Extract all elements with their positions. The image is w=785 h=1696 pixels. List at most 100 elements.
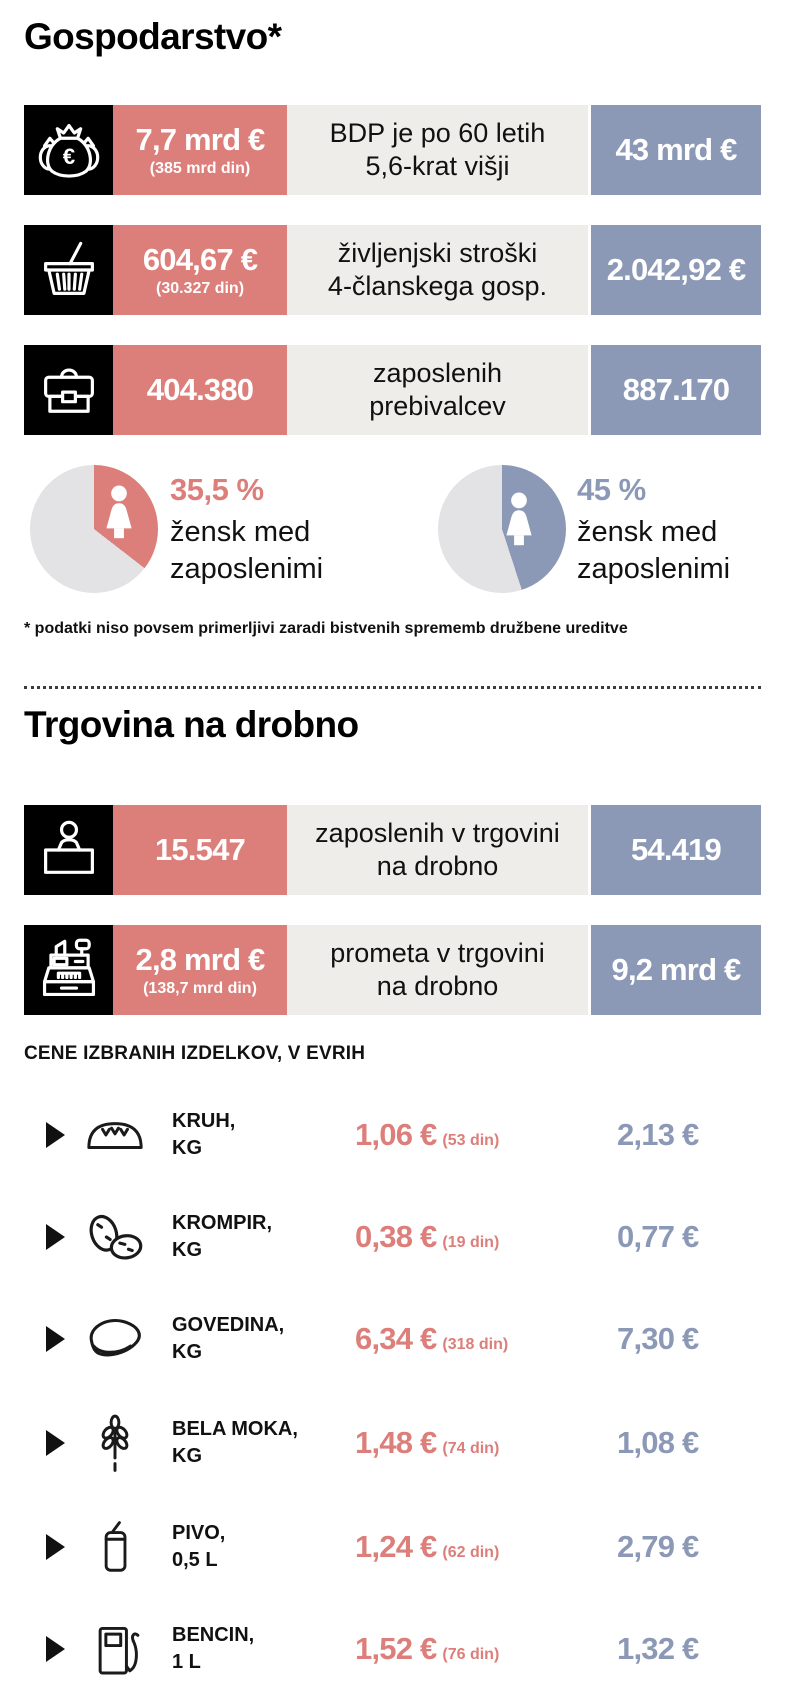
new-value: 54.419	[630, 832, 722, 867]
shopping-basket-icon	[24, 225, 113, 315]
product-unit: KG	[172, 1445, 202, 1467]
product-unit: 0,5 L	[172, 1549, 218, 1571]
pie-percent-old: 35,5 %	[170, 472, 264, 507]
footnote: * podatki niso povsem primerljivi zaradi…	[24, 620, 628, 637]
product-old-price: 6,34 € (318 din)	[355, 1321, 617, 1357]
old-price-din: (74 din)	[442, 1440, 500, 1457]
svg-text:€: €	[62, 144, 75, 169]
divider-gap	[588, 105, 591, 195]
fuel-pump-icon	[65, 1617, 165, 1681]
female-figure-icon	[106, 485, 132, 539]
old-value-din: (385 mrd din)	[149, 160, 251, 177]
new-value-box: 9,2 mrd €	[591, 925, 761, 1015]
arrow-right-icon	[46, 1122, 65, 1148]
row-description-line2: 4-članskega gosp.	[327, 271, 548, 301]
female-figure-icon	[506, 492, 532, 546]
old-value: 7,7 mrd €	[135, 122, 266, 157]
product-name: BENCIN, 1 L	[165, 1622, 355, 1676]
product-name: KROMPIR, KG	[165, 1210, 355, 1264]
pie-caption-line2: zaposlenimi	[170, 553, 324, 585]
row-description-line2: na drobno	[376, 851, 499, 881]
beef-steak-icon	[65, 1313, 165, 1365]
pie-caption-line1: žensk med	[170, 516, 311, 548]
old-value-din: (138,7 mrd din)	[143, 980, 257, 997]
product-row-beef: GOVEDINA, KG 6,34 € (318 din) 7,30 €	[24, 1293, 761, 1385]
beer-can-icon	[65, 1515, 165, 1579]
arrow-right-icon	[46, 1224, 65, 1250]
product-row-petrol: BENCIN, 1 L 1,52 € (76 din) 1,32 €	[24, 1603, 761, 1695]
old-price-din: (76 din)	[442, 1646, 500, 1663]
product-old-price: 1,24 € (62 din)	[355, 1529, 617, 1565]
new-value-box: 887.170	[591, 345, 761, 435]
product-unit: KG	[172, 1137, 202, 1159]
product-name: GOVEDINA, KG	[165, 1312, 355, 1366]
product-old-price: 0,38 € (19 din)	[355, 1219, 617, 1255]
new-value-box: 54.419	[591, 805, 761, 895]
stat-row-employment: 404.380 zaposlenih prebivalcev 887.170	[24, 345, 761, 435]
divider-gap	[588, 225, 591, 315]
divider-gap	[588, 805, 591, 895]
product-old-price: 1,52 € (76 din)	[355, 1631, 617, 1667]
product-new-price: 1,08 €	[617, 1425, 699, 1460]
stat-row-bdp: € 7,7 mrd € (385 mrd din) BDP je po 60 l…	[24, 105, 761, 195]
row-description-line1: zaposlenih	[372, 358, 503, 388]
old-price-eur: 6,34 €	[355, 1321, 437, 1356]
old-price-din: (19 din)	[442, 1234, 500, 1251]
new-value: 9,2 mrd €	[611, 952, 742, 987]
product-new-price: 0,77 €	[617, 1219, 699, 1254]
product-row-beer: PIVO, 0,5 L 1,24 € (62 din) 2,79 €	[24, 1501, 761, 1593]
product-name-line: KRUH,	[172, 1110, 236, 1132]
old-value-box: 404.380	[113, 345, 287, 435]
product-name-line: PIVO,	[172, 1522, 226, 1544]
product-name: KRUH, KG	[165, 1108, 355, 1162]
product-unit: 1 L	[172, 1651, 201, 1673]
new-value: 43 mrd €	[615, 132, 737, 167]
new-value: 887.170	[622, 372, 730, 407]
product-unit: KG	[172, 1239, 202, 1261]
money-bags-icon: €	[24, 105, 113, 195]
row-description-line2: na drobno	[376, 971, 499, 1001]
divider-gap	[588, 925, 591, 1015]
old-value: 2,8 mrd €	[135, 942, 266, 977]
pie-caption-line2: zaposlenimi	[577, 553, 731, 585]
old-value-din: (30.327 din)	[155, 280, 245, 297]
product-name-line: BENCIN,	[172, 1624, 255, 1646]
arrow-right-icon	[46, 1430, 65, 1456]
row-description-line1: BDP je po 60 letih	[329, 118, 546, 148]
old-price-din: (62 din)	[442, 1544, 500, 1561]
product-old-price: 1,48 € (74 din)	[355, 1425, 617, 1461]
product-name-line: GOVEDINA,	[172, 1314, 285, 1336]
row-description-line1: življenjski stroški	[337, 238, 538, 268]
divider-gap	[588, 345, 591, 435]
pie-chart-women-share-new	[438, 465, 566, 593]
row-description: BDP je po 60 letih 5,6-krat višji	[287, 105, 588, 195]
old-value-box: 15.547	[113, 805, 287, 895]
retail-section-title: Trgovina na drobno	[24, 704, 359, 745]
old-value-box: 7,7 mrd € (385 mrd din)	[113, 105, 287, 195]
new-value: 2.042,92 €	[606, 252, 746, 287]
row-description: zaposlenih prebivalcev	[287, 345, 588, 435]
row-description-line1: zaposlenih v trgovini	[315, 818, 560, 848]
wheat-icon	[65, 1412, 165, 1474]
product-row-bread: KRUH, KG 1,06 € (53 din) 2,13 €	[24, 1089, 761, 1181]
row-description-line1: prometa v trgovini	[330, 938, 545, 968]
row-description: življenjski stroški 4-članskega gosp.	[287, 225, 588, 315]
old-price-eur: 1,06 €	[355, 1117, 437, 1152]
product-new-price: 7,30 €	[617, 1321, 699, 1356]
arrow-right-icon	[46, 1636, 65, 1662]
old-price-eur: 1,24 €	[355, 1529, 437, 1564]
row-description-line2: prebivalcev	[369, 391, 506, 421]
briefcase-icon	[24, 345, 113, 435]
product-name-line: KROMPIR,	[172, 1212, 272, 1234]
cashier-icon	[24, 805, 113, 895]
stat-row-retail-turnover: 2,8 mrd € (138,7 mrd din) prometa v trgo…	[24, 925, 761, 1015]
product-name: PIVO, 0,5 L	[165, 1520, 355, 1574]
prices-heading: CENE IZBRANIH IZDELKOV, V EVRIH	[24, 1043, 366, 1064]
product-row-flour: BELA MOKA, KG 1,48 € (74 din) 1,08 €	[24, 1397, 761, 1489]
new-value-box: 2.042,92 €	[591, 225, 761, 315]
old-price-din: (53 din)	[442, 1132, 500, 1149]
product-old-price: 1,06 € (53 din)	[355, 1117, 617, 1153]
old-value: 604,67 €	[142, 242, 258, 277]
product-new-price: 1,32 €	[617, 1631, 699, 1666]
